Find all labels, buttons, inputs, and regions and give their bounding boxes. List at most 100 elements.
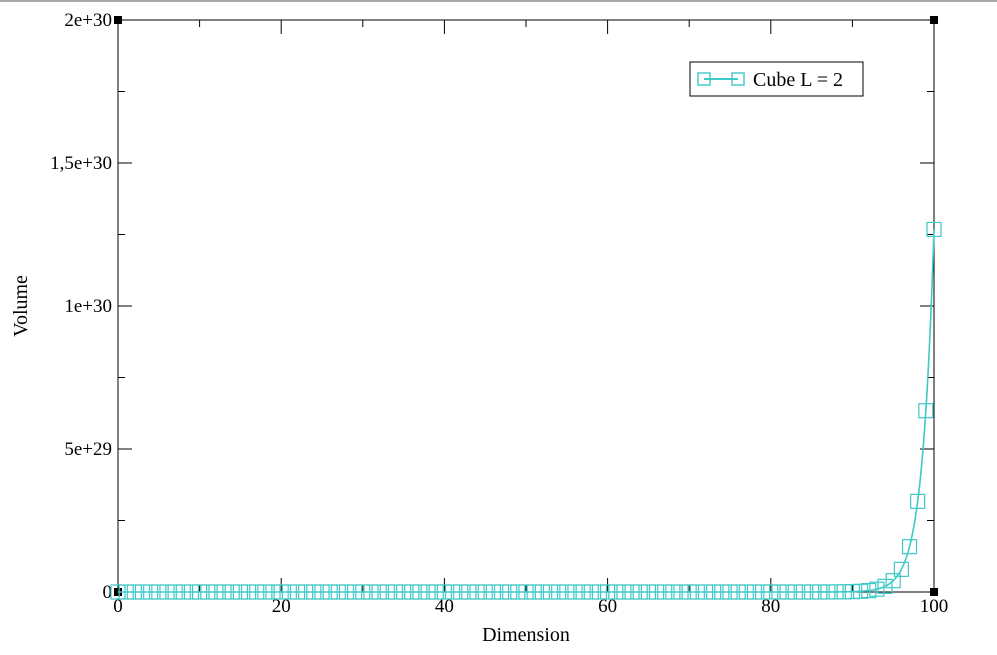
data-point-marker bbox=[910, 493, 926, 509]
x-tick-labels: 0 20 40 60 80 100 bbox=[113, 596, 948, 617]
data-point-marker bbox=[828, 584, 844, 600]
data-point-marker bbox=[322, 584, 338, 600]
data-point-marker bbox=[812, 584, 828, 600]
y-tick-label: 1,5e+30 bbox=[50, 153, 112, 174]
data-point-marker bbox=[616, 584, 632, 600]
data-point-marker bbox=[803, 584, 820, 600]
data-point-marker bbox=[134, 584, 151, 600]
data-point-marker bbox=[583, 584, 599, 600]
data-point-marker bbox=[183, 584, 200, 600]
data-point-marker bbox=[338, 584, 355, 600]
data-point-marker bbox=[298, 584, 314, 600]
data-point-marker bbox=[110, 584, 126, 600]
x-axis-title: Dimension bbox=[482, 624, 570, 646]
data-point-marker bbox=[126, 584, 142, 600]
data-point-marker bbox=[306, 584, 322, 600]
data-point-marker bbox=[877, 578, 893, 594]
y-axis-title: Volume bbox=[10, 275, 32, 337]
legend-marker-right bbox=[731, 72, 745, 86]
data-point-marker bbox=[714, 584, 730, 600]
data-point-marker bbox=[746, 584, 763, 600]
data-point-marker bbox=[461, 584, 477, 600]
data-point-marker bbox=[567, 584, 583, 600]
data-point-marker bbox=[257, 584, 273, 600]
data-point-marker bbox=[216, 584, 232, 600]
data-point-marker bbox=[485, 584, 501, 600]
data-point-marker bbox=[885, 573, 901, 589]
data-point-marker bbox=[355, 584, 371, 600]
data-point-marker bbox=[363, 584, 379, 600]
data-point-marker bbox=[143, 584, 159, 600]
y-tick-label: 0 bbox=[103, 582, 113, 603]
series-line-cube bbox=[118, 229, 935, 593]
data-point-marker bbox=[542, 584, 559, 600]
y-tick-label: 2e+30 bbox=[64, 10, 112, 31]
data-point-marker bbox=[379, 584, 395, 600]
legend-marker-left bbox=[697, 72, 711, 86]
data-point-marker bbox=[755, 584, 771, 600]
data-point-marker bbox=[591, 584, 608, 600]
data-point-marker bbox=[208, 584, 224, 600]
data-point-marker bbox=[738, 584, 754, 600]
data-point-marker bbox=[232, 584, 248, 600]
data-point-marker bbox=[763, 584, 779, 600]
data-point-marker bbox=[657, 584, 673, 600]
data-point-marker bbox=[469, 584, 485, 600]
data-point-marker bbox=[534, 584, 550, 600]
data-point-marker bbox=[648, 584, 665, 600]
data-point-marker bbox=[265, 584, 281, 600]
data-point-marker bbox=[314, 584, 330, 600]
legend-label: Cube L = 2 bbox=[753, 69, 843, 91]
x-tick-label: 100 bbox=[920, 596, 949, 617]
data-point-marker bbox=[371, 584, 387, 600]
data-point-marker bbox=[820, 584, 836, 600]
data-point-marker bbox=[852, 583, 869, 599]
data-point-marker bbox=[281, 584, 297, 600]
data-point-marker bbox=[926, 221, 942, 238]
data-point-marker bbox=[771, 584, 787, 600]
data-point-marker bbox=[844, 584, 861, 600]
plot-border bbox=[117, 19, 935, 593]
data-point-marker bbox=[706, 584, 722, 600]
x-tick-label: 40 bbox=[435, 596, 454, 617]
legend: Cube L = 2 bbox=[689, 61, 864, 97]
data-point-marker bbox=[249, 584, 265, 600]
data-point-marker bbox=[575, 584, 591, 600]
data-point-marker bbox=[861, 582, 877, 599]
data-point-marker bbox=[175, 584, 191, 600]
data-markers bbox=[110, 221, 942, 600]
data-point-marker bbox=[224, 584, 240, 600]
data-point-marker bbox=[493, 584, 510, 600]
data-point-marker bbox=[632, 584, 648, 600]
data-point-marker bbox=[779, 584, 795, 600]
data-point-marker bbox=[559, 584, 575, 600]
x-tick-label: 0 bbox=[113, 596, 123, 617]
data-point-marker bbox=[673, 584, 689, 600]
data-point-marker bbox=[689, 584, 705, 600]
data-point-marker bbox=[404, 584, 420, 600]
data-point-marker bbox=[159, 584, 175, 600]
data-point-marker bbox=[420, 584, 436, 600]
data-point-marker bbox=[681, 584, 697, 600]
data-point-marker bbox=[436, 584, 452, 600]
x-tick-label: 20 bbox=[272, 596, 291, 617]
data-point-marker bbox=[428, 584, 444, 600]
data-point-marker bbox=[240, 584, 257, 600]
data-point-marker bbox=[787, 584, 803, 600]
data-point-marker bbox=[151, 584, 167, 600]
data-point-marker bbox=[795, 584, 812, 600]
data-point-marker bbox=[526, 584, 542, 600]
data-point-marker bbox=[608, 584, 624, 600]
data-point-marker bbox=[273, 584, 289, 600]
y-tick-label: 5e+29 bbox=[64, 439, 112, 460]
data-point-marker bbox=[551, 584, 567, 600]
data-point-marker bbox=[730, 584, 746, 600]
data-point-marker bbox=[118, 584, 134, 600]
y-tick-labels: 0 5e+29 1e+30 1,5e+30 2e+30 bbox=[50, 10, 112, 603]
y-tick-label: 1e+30 bbox=[64, 296, 112, 317]
data-point-marker bbox=[330, 584, 346, 600]
data-point-marker bbox=[624, 584, 640, 600]
data-point-marker bbox=[918, 403, 934, 419]
data-point-marker bbox=[347, 584, 363, 600]
